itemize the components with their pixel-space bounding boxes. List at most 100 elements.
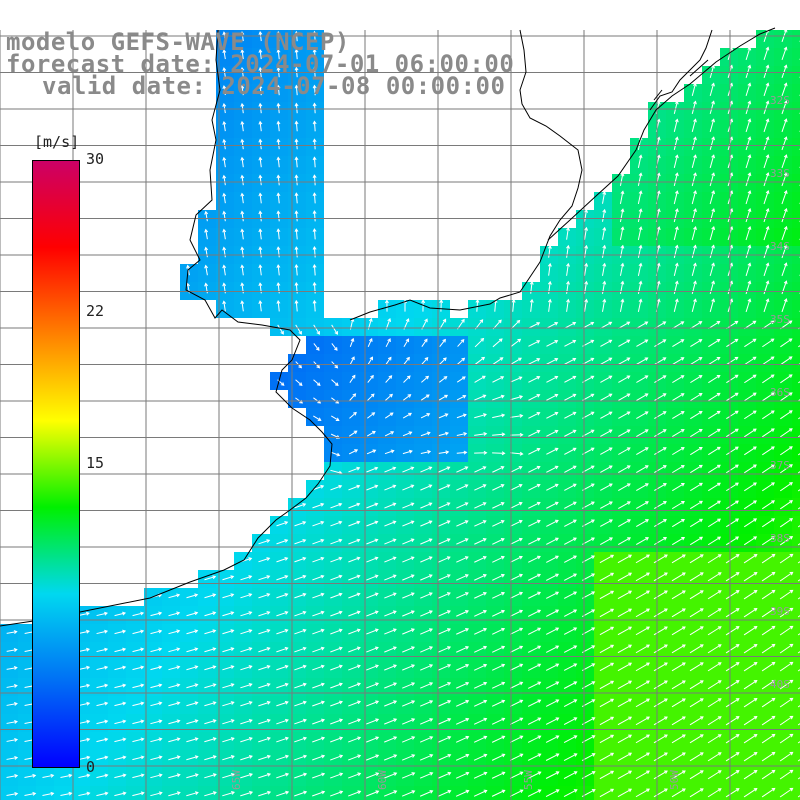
wind-arrow xyxy=(437,700,451,707)
wind-cell xyxy=(234,786,252,800)
wind-arrow xyxy=(474,610,487,617)
wind-arrow-head xyxy=(711,226,716,230)
wind-arrow xyxy=(222,647,234,653)
wind-arrow xyxy=(277,211,280,222)
wind-arrow xyxy=(276,737,289,743)
wind-arrow xyxy=(439,339,446,347)
wind-arrow xyxy=(132,792,144,797)
wind-arrow xyxy=(6,685,18,688)
wind-arrow xyxy=(745,101,751,115)
wind-arrow-head xyxy=(13,648,18,652)
wind-arrow xyxy=(168,774,180,779)
wind-arrow-head xyxy=(511,298,516,303)
wind-arrow xyxy=(313,415,321,421)
wind-arrow-head xyxy=(321,736,326,741)
wind-arrow xyxy=(474,413,487,419)
wind-arrow-head xyxy=(572,447,577,452)
wind-arrow xyxy=(654,411,667,419)
wind-arrow xyxy=(781,136,787,151)
wind-arrow xyxy=(780,374,793,384)
wind-cell xyxy=(576,786,594,800)
wind-arrow xyxy=(689,644,704,654)
wind-arrow-head xyxy=(610,590,615,595)
wind-arrow-head xyxy=(610,572,615,577)
wind-arrow-head xyxy=(747,64,752,69)
wind-arrow-head xyxy=(717,626,722,630)
wind-arrow-head xyxy=(312,66,317,71)
wind-arrow xyxy=(602,227,606,240)
wind-arrow xyxy=(600,501,613,509)
wind-arrow-head xyxy=(783,280,788,285)
wind-arrow-head xyxy=(646,626,650,631)
wind-arrow xyxy=(349,356,355,366)
wind-arrow-head xyxy=(248,701,253,705)
wind-arrow-head xyxy=(735,554,740,558)
wind-arrow xyxy=(763,47,769,61)
wind-arrow xyxy=(672,501,685,510)
wind-arrow-head xyxy=(222,192,227,197)
wind-arrow-head xyxy=(662,429,667,433)
wind-arrow xyxy=(312,575,324,581)
wind-arrow xyxy=(312,665,325,671)
wind-arrow xyxy=(367,375,374,383)
wind-arrow-head xyxy=(158,611,163,616)
wind-arrow-head xyxy=(338,520,343,525)
wind-arrow xyxy=(384,592,397,599)
wind-arrow-head xyxy=(734,320,739,325)
wind-arrow xyxy=(600,483,613,491)
wind-arrow-head xyxy=(258,192,263,197)
wind-arrow xyxy=(294,539,306,545)
wind-arrow xyxy=(600,375,612,383)
wind-arrow-head xyxy=(555,663,560,667)
wind-arrow-head xyxy=(294,120,299,125)
wind-arrow xyxy=(635,788,650,798)
wind-cell xyxy=(792,264,800,282)
wind-arrow-head xyxy=(519,591,524,596)
wind-arrow-head xyxy=(699,608,704,612)
wind-arrow xyxy=(761,626,775,636)
wind-arrow-head xyxy=(230,647,235,651)
wind-arrow-head xyxy=(284,557,289,561)
wind-arrow xyxy=(476,299,479,312)
wind-arrow-head xyxy=(302,664,307,669)
wind-arrow xyxy=(331,379,339,386)
wind-cell xyxy=(702,786,720,800)
wind-arrow xyxy=(492,484,504,491)
wind-arrow xyxy=(186,630,198,635)
wind-arrow xyxy=(653,608,668,618)
wind-arrow-head xyxy=(644,357,649,361)
wind-arrow-head xyxy=(591,555,596,559)
wind-arrow xyxy=(618,339,630,347)
wind-arrow xyxy=(330,521,342,527)
wind-arrow-head xyxy=(771,589,776,594)
wind-arrow xyxy=(708,428,721,438)
wind-arrow-head xyxy=(608,339,613,344)
wind-arrow-head xyxy=(500,394,505,399)
wind-arrow xyxy=(474,375,486,383)
wind-arrow-head xyxy=(519,573,523,578)
wind-arrow xyxy=(528,376,540,383)
wind-arrow xyxy=(330,719,343,725)
wind-arrow xyxy=(420,628,433,635)
wind-arrow-head xyxy=(248,665,253,669)
wind-arrow xyxy=(763,208,769,223)
wind-cell xyxy=(612,786,630,800)
wind-cell xyxy=(792,138,800,156)
wind-arrow-head xyxy=(266,593,271,597)
wind-arrow-head xyxy=(656,172,661,177)
wind-arrow xyxy=(618,537,631,545)
wind-arrow xyxy=(384,431,394,437)
wind-arrow xyxy=(473,682,487,689)
wind-arrow xyxy=(708,393,721,402)
wind-arrow xyxy=(600,447,613,455)
wind-arrow-head xyxy=(140,737,145,742)
wind-arrow-head xyxy=(664,662,668,666)
wind-arrow xyxy=(474,433,487,436)
wind-arrow xyxy=(563,771,578,779)
wind-arrow-head xyxy=(258,282,263,287)
wind-arrow xyxy=(348,430,358,437)
wind-arrow-head xyxy=(410,592,415,596)
wind-arrow xyxy=(222,737,235,743)
wind-arrow-head xyxy=(356,538,361,543)
wind-arrow-head xyxy=(536,483,541,488)
